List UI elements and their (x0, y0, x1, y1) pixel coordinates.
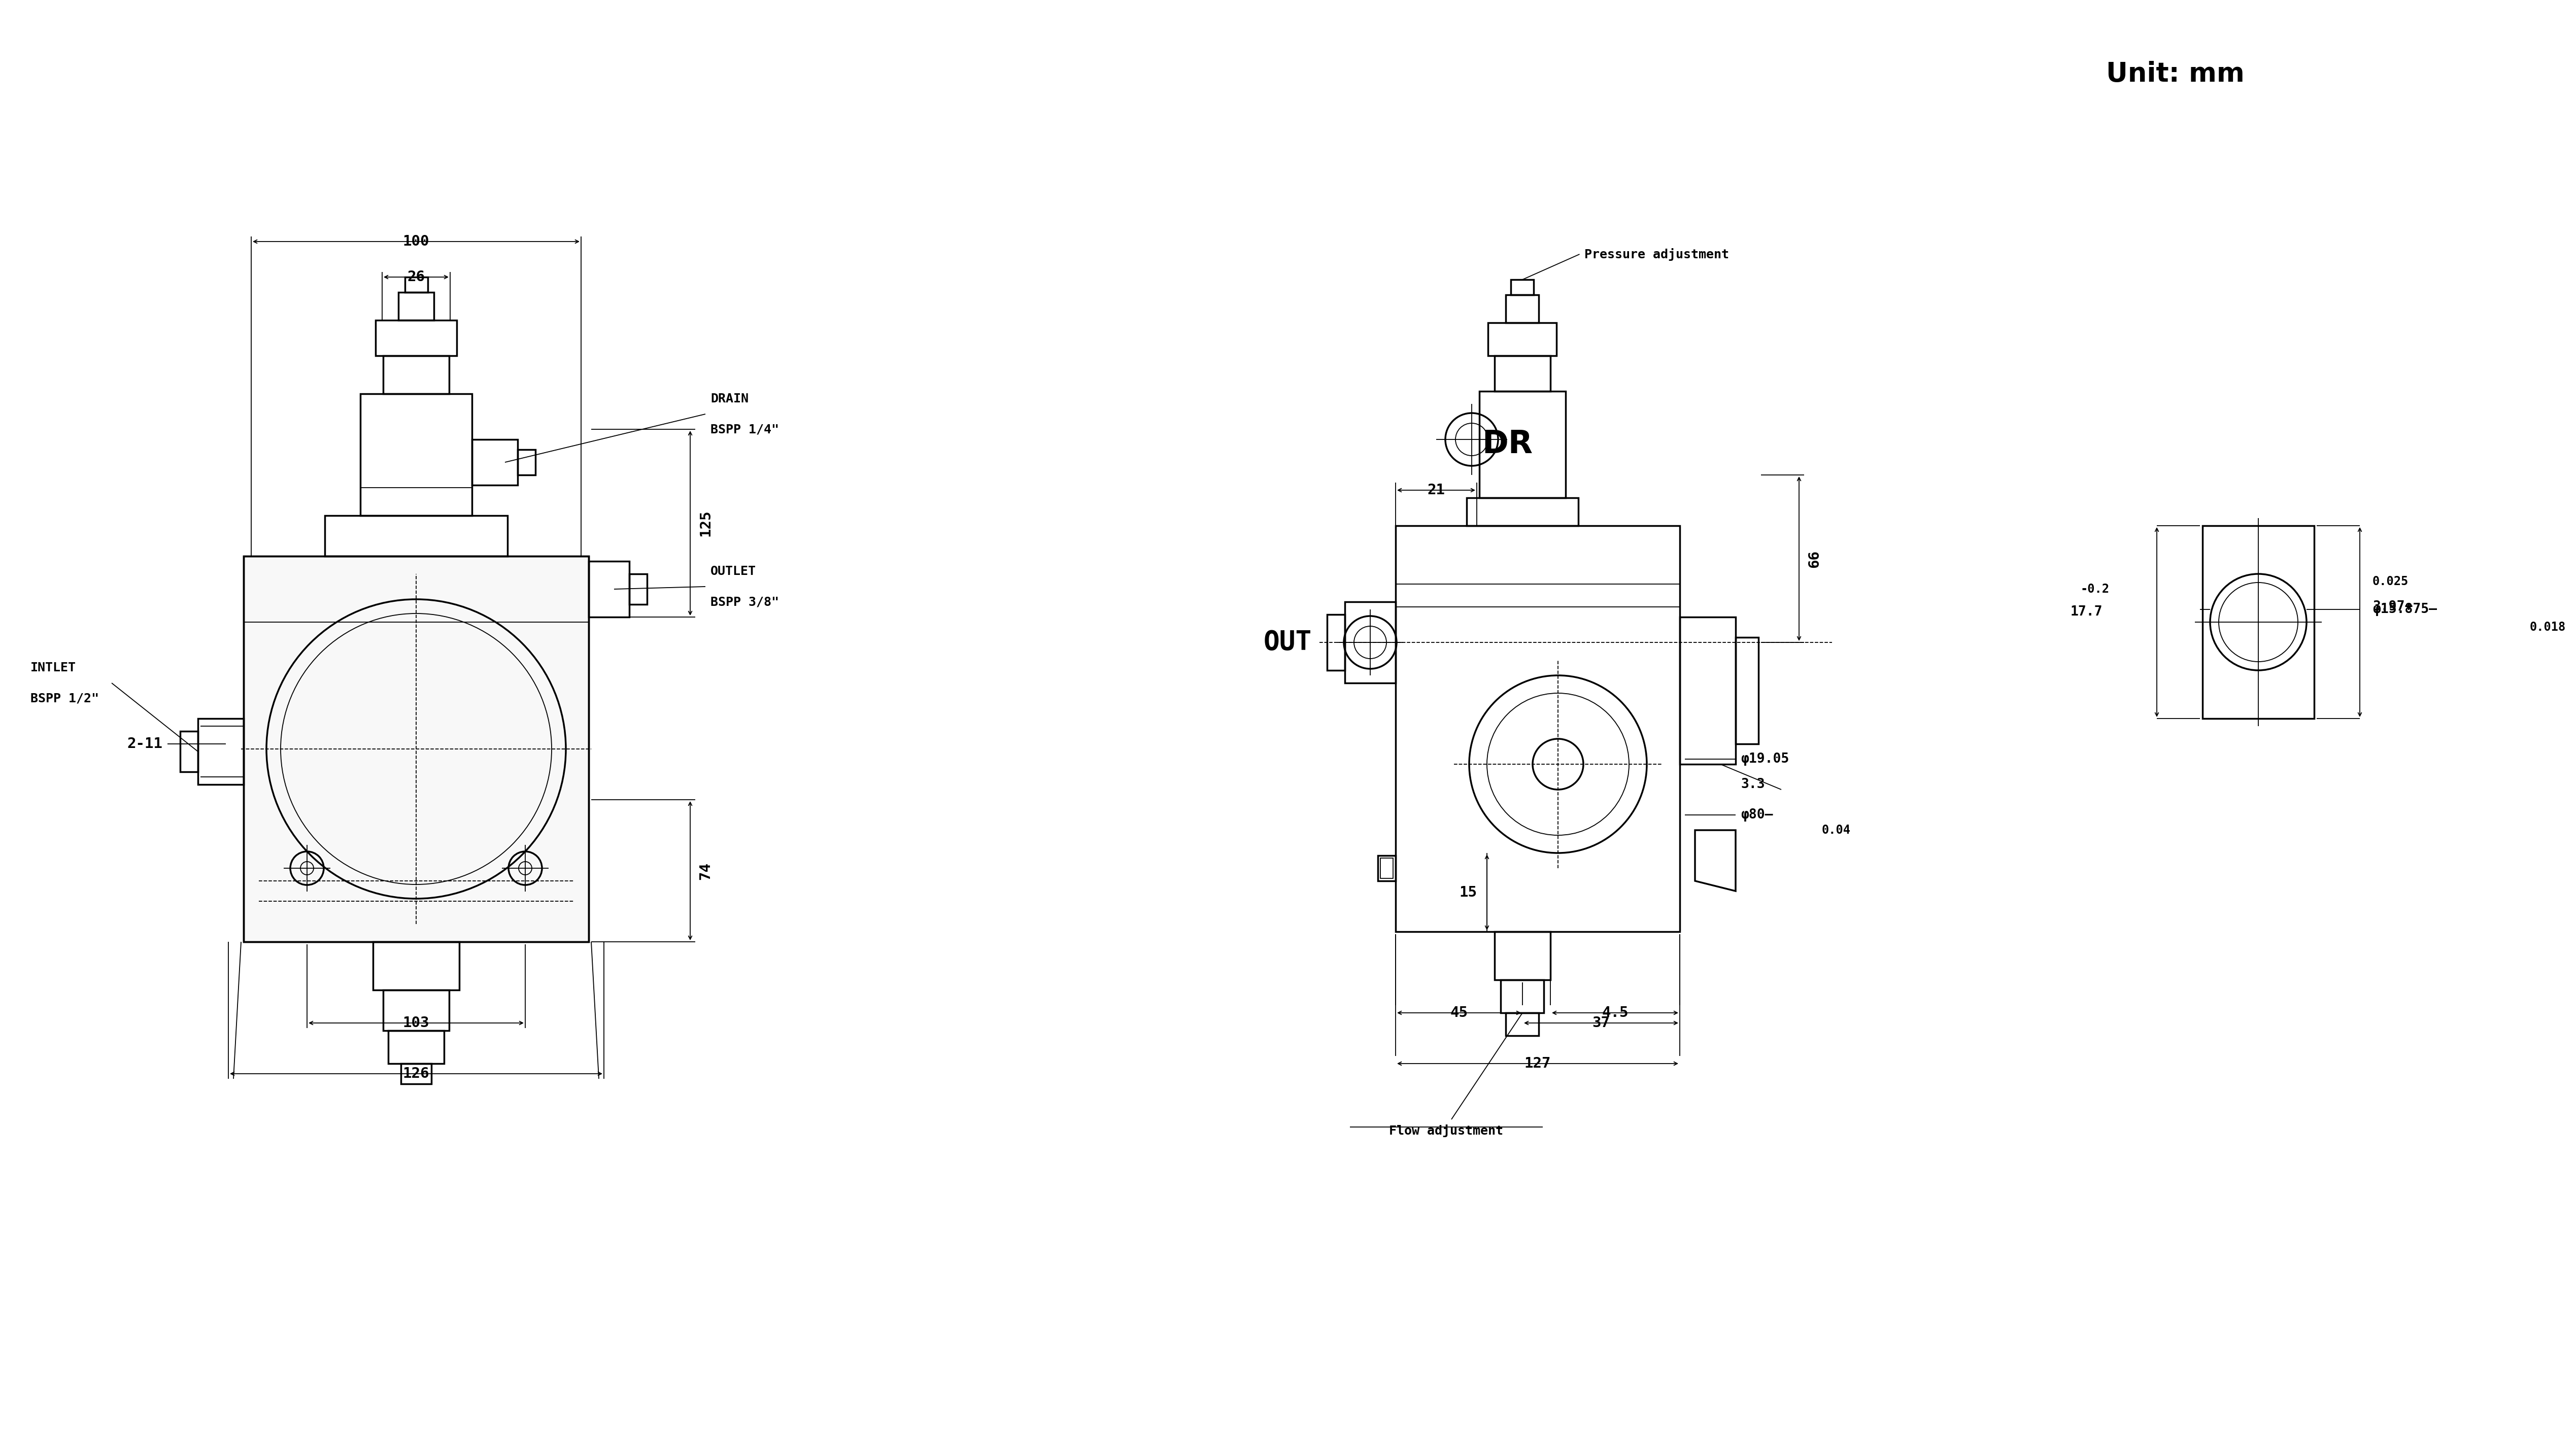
Text: 0.018: 0.018 (2530, 621, 2566, 634)
Text: 0.025: 0.025 (2372, 575, 2409, 588)
Bar (1512, 280, 1533, 295)
Text: 0.04: 0.04 (1821, 825, 1850, 836)
Text: OUTLET: OUTLET (711, 565, 757, 578)
Text: 4.5: 4.5 (1602, 1005, 1628, 1020)
Bar (384, 989, 448, 1031)
Text: 26: 26 (407, 270, 425, 284)
Text: φ15.875–: φ15.875– (2372, 602, 2437, 617)
Bar (2202, 526, 2313, 718)
Bar (376, 320, 456, 356)
Bar (1466, 498, 1579, 526)
Bar (1327, 615, 1345, 670)
Bar (1680, 617, 1736, 764)
Text: 45: 45 (1450, 1005, 1468, 1020)
Bar (629, 574, 647, 604)
Bar (389, 1031, 443, 1064)
Text: DRAIN: DRAIN (711, 393, 750, 404)
Text: BSPP 3/8": BSPP 3/8" (711, 595, 778, 608)
Text: 2-11: 2-11 (126, 737, 162, 751)
Bar (374, 942, 459, 989)
Text: φ19.05: φ19.05 (1741, 753, 1788, 766)
Bar (1479, 391, 1566, 498)
Bar (1381, 858, 1394, 879)
Bar (1494, 356, 1551, 391)
Text: -0.2: -0.2 (2081, 584, 2110, 595)
Bar (404, 277, 428, 293)
Text: DR: DR (1481, 429, 1533, 460)
Bar (1736, 637, 1759, 744)
Bar (325, 516, 507, 556)
Bar (1489, 323, 1556, 356)
Bar (1507, 295, 1538, 323)
Bar (180, 731, 198, 771)
Text: 125: 125 (698, 511, 714, 536)
Bar (245, 556, 590, 942)
Text: Pressure adjustment: Pressure adjustment (1584, 248, 1728, 261)
Bar (1507, 1012, 1538, 1035)
Text: 17.7: 17.7 (2071, 605, 2102, 618)
Text: 74: 74 (698, 862, 714, 879)
Text: Flow adjustment: Flow adjustment (1388, 1124, 1504, 1137)
Text: 127: 127 (1525, 1057, 1551, 1071)
Text: 21: 21 (1427, 483, 1445, 498)
Text: 3.97+: 3.97+ (2372, 601, 2414, 614)
Text: 126: 126 (402, 1067, 430, 1081)
Bar (402, 1064, 430, 1084)
Text: 66: 66 (1808, 549, 1821, 568)
Text: 3.3: 3.3 (1741, 777, 1765, 792)
Bar (384, 356, 448, 394)
Bar (1494, 932, 1551, 979)
Bar (1345, 602, 1396, 683)
Text: OUT: OUT (1262, 630, 1311, 655)
Text: INTLET: INTLET (31, 661, 77, 674)
Text: 37: 37 (1592, 1015, 1610, 1030)
Bar (198, 718, 245, 784)
Text: BSPP 1/2": BSPP 1/2" (31, 693, 98, 704)
Text: Unit: mm: Unit: mm (2107, 60, 2244, 87)
Bar (590, 561, 629, 617)
Bar (361, 394, 471, 516)
Text: 15: 15 (1458, 885, 1476, 899)
Bar (1378, 856, 1396, 880)
Bar (245, 556, 590, 942)
Text: 100: 100 (402, 234, 430, 248)
Text: BSPP 1/4": BSPP 1/4" (711, 423, 778, 436)
Text: 103: 103 (402, 1015, 430, 1030)
Bar (399, 293, 433, 320)
Bar (518, 450, 536, 475)
Bar (471, 439, 518, 485)
Bar (1502, 979, 1543, 1012)
Bar (1396, 526, 1680, 932)
Text: φ80–: φ80– (1741, 809, 1772, 822)
